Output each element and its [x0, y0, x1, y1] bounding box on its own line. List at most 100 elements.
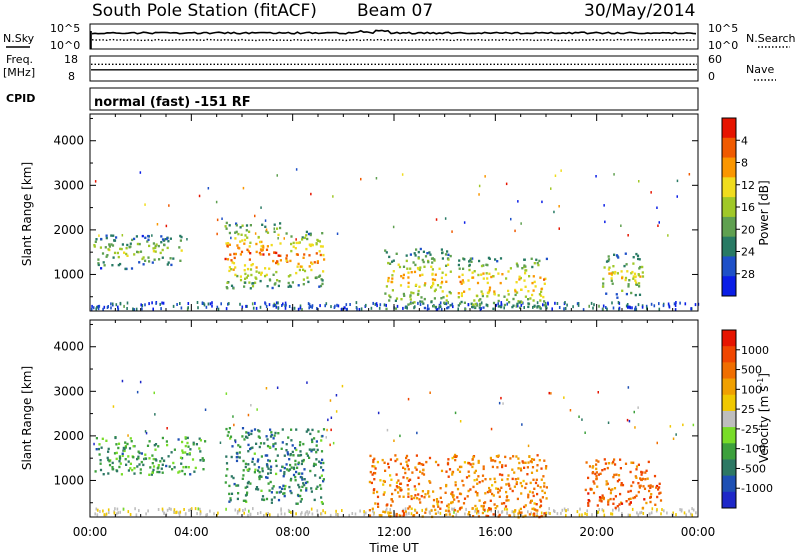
range-time-cell: [236, 497, 239, 501]
range-time-cell: [261, 223, 264, 226]
range-time-cell: [186, 441, 189, 445]
range-time-cell: [489, 489, 492, 492]
range-time-cell: [602, 277, 605, 281]
range-time-cell: [131, 238, 134, 242]
range-time-cell: [401, 510, 404, 513]
range-time-cell: [289, 479, 292, 482]
range-time-cell: [613, 272, 616, 275]
range-time-cell: [246, 485, 249, 488]
range-time-cell: [521, 460, 524, 463]
range-time-cell: [428, 495, 431, 498]
range-time-cell: [300, 265, 304, 268]
range-time-cell: [640, 478, 643, 482]
scatter-cell: [666, 511, 668, 515]
sparse-cell: [688, 173, 691, 176]
range-time-cell: [249, 252, 252, 255]
range-time-cell: [439, 507, 442, 510]
range-time-cell: [283, 471, 286, 474]
range-time-cell: [488, 289, 491, 292]
range-time-cell: [473, 471, 476, 474]
range-time-cell: [540, 467, 543, 470]
range-time-cell: [235, 459, 239, 463]
scatter-cell: [419, 303, 422, 306]
range-time-cell: [101, 252, 105, 255]
range-time-cell: [273, 434, 276, 437]
range-time-cell: [229, 435, 233, 438]
scatter-cell: [295, 512, 297, 516]
sparse-cell: [520, 222, 522, 225]
range-time-cell: [621, 289, 624, 292]
range-time-cell: [288, 485, 291, 489]
scatter-cell: [330, 305, 332, 309]
range-time-cell: [539, 299, 542, 302]
range-time-cell: [283, 472, 286, 476]
range-time-cell: [541, 496, 544, 499]
range-time-cell: [152, 468, 155, 472]
scatter-cell: [319, 304, 321, 308]
range-time-cell: [531, 507, 534, 511]
sparse-cell: [215, 200, 218, 204]
scatter-cell: [211, 304, 213, 308]
scatter-cell: [679, 301, 681, 305]
range-time-cell: [266, 285, 269, 288]
scatter-cell: [576, 302, 579, 306]
range-time-cell: [615, 293, 618, 296]
range-time-cell: [514, 290, 517, 293]
range-time-cell: [519, 467, 522, 470]
range-time-cell: [476, 510, 480, 513]
range-time-cell: [432, 304, 435, 308]
scatter-cell: [593, 303, 595, 307]
range-time-cell: [269, 468, 272, 471]
range-time-cell: [509, 457, 512, 460]
range-time-cell: [422, 302, 425, 305]
range-time-cell: [447, 253, 450, 256]
range-time-cell: [469, 463, 472, 466]
range-time-cell: [292, 454, 295, 457]
scatter-cell: [316, 307, 318, 310]
scatter-cell: [414, 305, 416, 309]
range-time-cell: [647, 460, 650, 464]
range-time-cell: [538, 459, 541, 462]
range-time-cell: [112, 256, 115, 259]
range-time-cell: [604, 462, 607, 465]
scatter-cell: [337, 513, 339, 517]
range-time-cell: [301, 238, 304, 241]
range-time-cell: [487, 290, 491, 294]
range-time-cell: [473, 305, 476, 308]
scatter-cell: [284, 306, 287, 310]
range-time-cell: [133, 237, 136, 241]
scatter-cell: [542, 303, 544, 307]
range-time-cell: [143, 457, 146, 461]
range-time-cell: [530, 471, 534, 474]
range-time-cell: [236, 244, 239, 247]
range-time-cell: [594, 472, 597, 476]
scatter-cell: [393, 513, 396, 517]
range-time-cell: [486, 263, 489, 267]
range-time-cell: [181, 451, 184, 454]
sparse-cell: [330, 428, 332, 432]
range-time-cell: [201, 457, 204, 460]
range-time-cell: [486, 281, 489, 285]
range-time-cell: [497, 272, 500, 275]
range-time-cell: [390, 504, 393, 507]
range-time-cell: [179, 239, 182, 242]
range-time-cell: [113, 251, 117, 255]
range-time-cell: [484, 492, 487, 495]
range-time-cell: [523, 279, 526, 282]
scatter-cell: [588, 304, 590, 308]
range-time-cell: [494, 258, 497, 261]
range-time-cell: [497, 454, 500, 457]
range-time-cell: [638, 285, 641, 288]
sparse-cell: [613, 173, 615, 176]
range-time-cell: [638, 282, 641, 285]
sparse-cell: [112, 405, 115, 408]
range-time-cell: [422, 473, 426, 476]
range-time-cell: [259, 442, 263, 445]
range-time-cell: [507, 289, 510, 293]
range-time-cell: [202, 468, 205, 471]
range-time-cell: [613, 458, 616, 461]
range-time-cell: [476, 294, 479, 298]
scatter-cell: [176, 510, 178, 514]
range-time-cell: [181, 469, 184, 473]
